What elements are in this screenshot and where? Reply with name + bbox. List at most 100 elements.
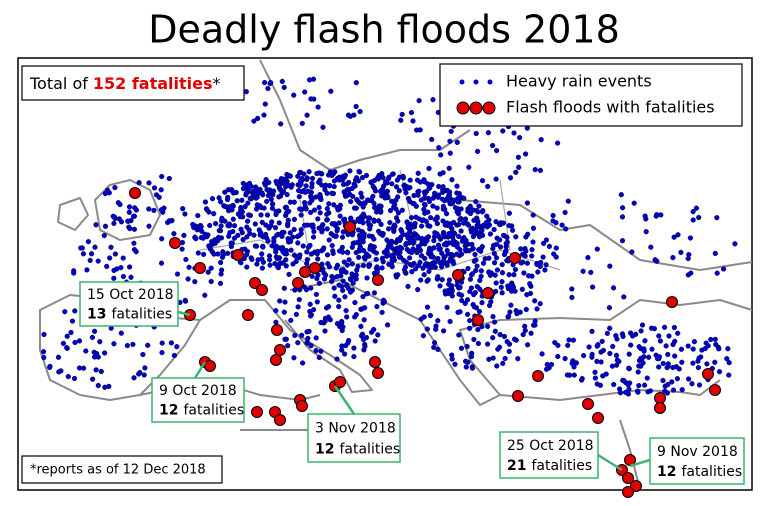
rain-dot (409, 269, 415, 275)
rain-dot (411, 201, 417, 207)
rain-dot (308, 313, 314, 319)
rain-dot (219, 215, 225, 221)
rain-dot (323, 272, 329, 278)
flood-dot (232, 249, 244, 261)
rain-dot (461, 220, 467, 226)
rain-dot (65, 374, 71, 380)
rain-dot (363, 172, 370, 179)
rain-dot (643, 216, 649, 222)
rain-dot (428, 254, 434, 260)
rain-dot (88, 251, 95, 257)
rain-dot (475, 148, 481, 155)
rain-dot (276, 220, 282, 226)
rain-dot (371, 290, 378, 296)
rain-dot (396, 174, 403, 180)
rain-dot (446, 165, 452, 171)
rain-dot (378, 208, 384, 214)
rain-dot (512, 267, 519, 273)
rain-dot (250, 188, 257, 194)
rain-dot (480, 260, 487, 266)
rain-dot (235, 232, 241, 239)
rain-dot (340, 229, 346, 235)
rain-dot (369, 197, 375, 203)
rain-dot (494, 267, 501, 273)
rain-dot (716, 346, 722, 352)
rain-dot (353, 276, 359, 282)
rain-dot (499, 290, 505, 296)
rain-dot (293, 258, 299, 265)
callout-unit: fatalities (531, 458, 592, 474)
rain-dot (463, 358, 469, 364)
rain-dot (440, 203, 447, 210)
rain-dot (344, 249, 351, 255)
rain-dot (422, 202, 428, 208)
rain-dot (315, 216, 321, 222)
rain-dot (384, 253, 390, 259)
rain-dot (111, 220, 117, 227)
callout-unit: fatalities (681, 464, 742, 480)
rain-dot (578, 377, 585, 383)
rain-dot (511, 272, 517, 278)
rain-dot (634, 388, 641, 394)
rain-dot (519, 286, 525, 292)
rain-dot (658, 212, 664, 218)
coast (619, 419, 641, 491)
rain-dot (322, 315, 329, 322)
rain-dot (467, 276, 474, 282)
flood-dot (702, 368, 714, 380)
rain-dot (401, 183, 407, 189)
coast (499, 379, 721, 401)
rain-dot (146, 206, 152, 212)
rain-dot (414, 177, 421, 183)
rain-dot (447, 138, 453, 144)
rain-dot (142, 365, 148, 371)
flood-dot (344, 221, 356, 233)
flood-dot (334, 376, 346, 388)
rain-dot (670, 341, 676, 348)
rain-dot (316, 170, 323, 176)
rain-dot (468, 354, 475, 360)
rain-dot (371, 244, 377, 250)
callout-unit: fatalities (111, 307, 172, 323)
rain-dot (253, 206, 260, 212)
rain-dot (467, 325, 473, 331)
rain-dot (266, 253, 273, 259)
rain-dot (125, 218, 131, 224)
rain-dot (434, 221, 441, 227)
rain-dot (374, 269, 380, 275)
rain-dot (281, 285, 287, 291)
rain-dot (614, 336, 620, 342)
rain-dot (553, 220, 559, 226)
rain-dot (372, 188, 379, 194)
rain-dot (343, 308, 349, 314)
rain-dot (507, 175, 514, 181)
rain-dot (281, 309, 287, 315)
callout-unit: fatalities (183, 403, 244, 419)
callout-count: 12 (159, 403, 178, 419)
rain-dot (550, 212, 556, 219)
rain-dot (171, 231, 177, 237)
rain-dot (208, 265, 214, 271)
rain-dot (611, 381, 617, 388)
rain-dot (532, 318, 538, 324)
callout-fatalities: 12 fatalities (159, 403, 244, 419)
rain-dot (562, 209, 568, 216)
rain-dot (359, 229, 365, 235)
rain-dot (231, 223, 238, 229)
rain-dot (479, 244, 485, 250)
rain-dot (265, 85, 271, 92)
rain-dot (313, 348, 319, 354)
flood-dot (622, 486, 634, 498)
rain-dot (198, 224, 204, 230)
rain-dot (260, 259, 267, 265)
rain-dot (343, 269, 349, 275)
rain-dot (330, 232, 337, 239)
rain-dot (466, 248, 472, 254)
rain-dot (311, 307, 317, 313)
rain-dot (201, 251, 207, 258)
rain-dot (569, 286, 575, 292)
rain-dot (244, 264, 250, 270)
rain-dot (478, 248, 484, 254)
rain-dot (685, 376, 692, 382)
